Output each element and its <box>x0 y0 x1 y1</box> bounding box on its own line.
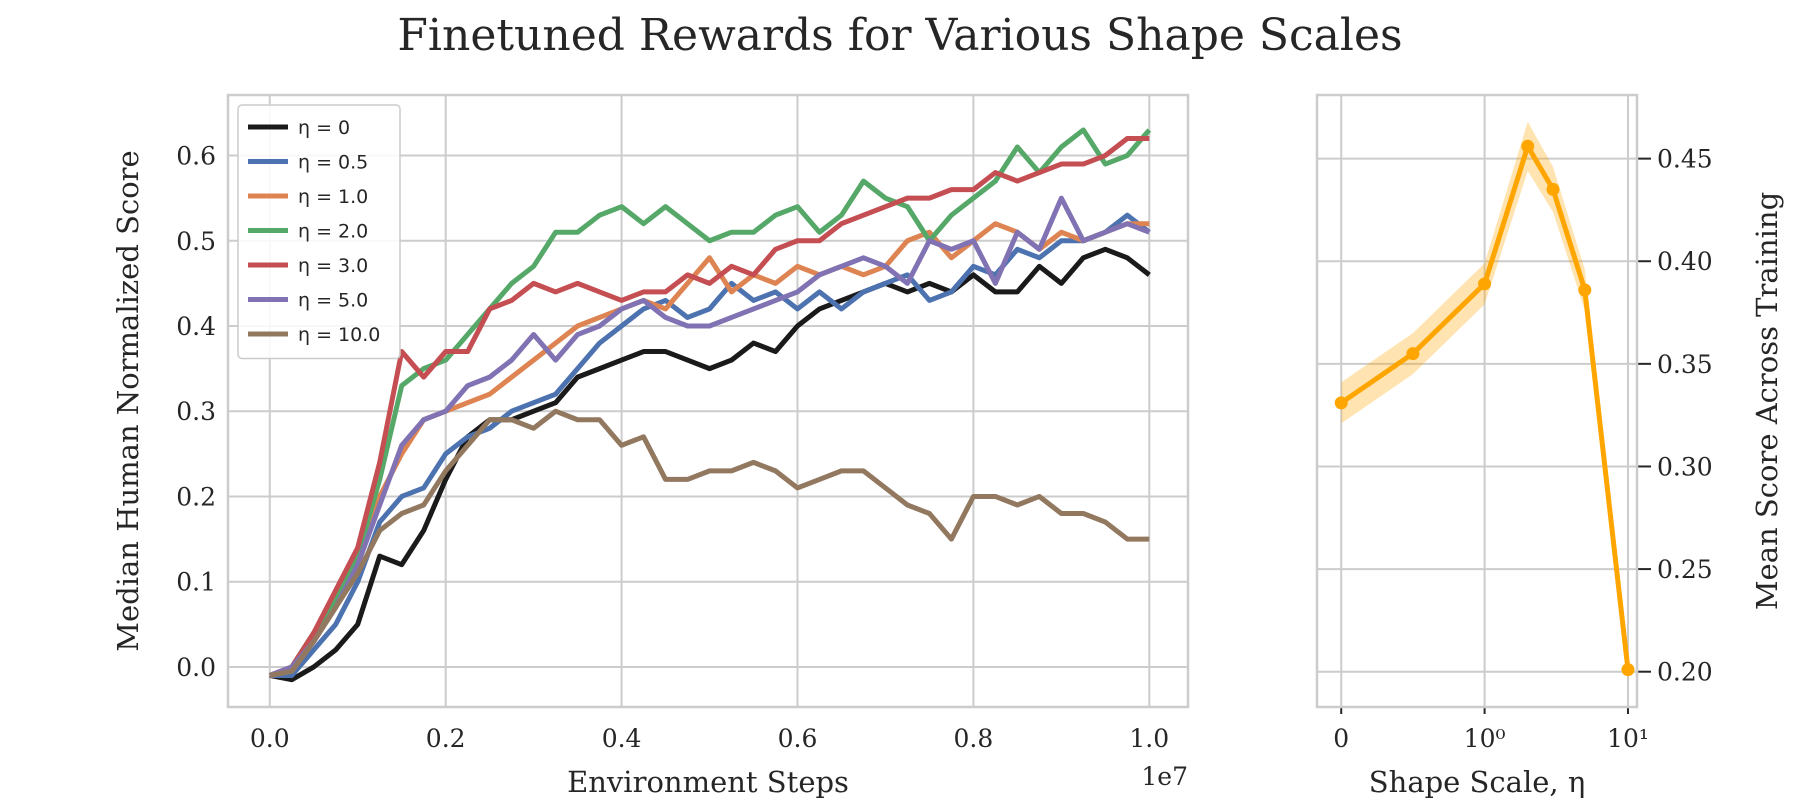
point-marker <box>1546 182 1560 196</box>
y-tick-label: 0.20 <box>1657 658 1713 687</box>
series-line <box>268 135 1150 678</box>
y-axis-label: Median Human Normalized Score <box>111 150 145 651</box>
point-marker <box>1478 277 1492 291</box>
y-tick-label: 0.0 <box>176 653 216 682</box>
legend-label: η = 0 <box>298 117 350 139</box>
y-tick-label: 0.4 <box>176 312 216 341</box>
series-line <box>268 195 1151 678</box>
x-tick-label: 0.6 <box>778 724 818 753</box>
legend-label: η = 2.0 <box>298 221 368 243</box>
x-scale-label: 1e7 <box>1141 762 1188 791</box>
point-marker <box>1521 139 1535 153</box>
series-line <box>269 408 1150 678</box>
y-tick-label: 0.35 <box>1657 350 1713 379</box>
plot-frame <box>1315 93 1639 709</box>
y-tick-label: 0.25 <box>1657 555 1713 584</box>
legend-box <box>237 104 401 360</box>
y-tick-label: 0.5 <box>176 227 216 256</box>
y-tick-label: 0.2 <box>176 482 216 511</box>
y-tick-label: 0.45 <box>1657 145 1713 174</box>
x-axis-label: Environment Steps <box>567 765 849 799</box>
y-tick-label: 0.6 <box>176 142 216 171</box>
x-tick-label: 0.4 <box>602 724 642 753</box>
legend-label: η = 3.0 <box>298 255 368 277</box>
legend-label: η = 5.0 <box>298 290 368 312</box>
point-marker <box>1406 347 1420 361</box>
x-tick-label: 0.2 <box>426 724 466 753</box>
y-tick-label: 0.30 <box>1657 452 1713 481</box>
plot-area <box>268 127 1152 683</box>
x-tick-label: 0.0 <box>250 724 290 753</box>
point-marker <box>1621 663 1635 677</box>
x-axis-label: Shape Scale, η <box>1369 765 1585 799</box>
legend-label: η = 0.5 <box>298 152 368 174</box>
series-line <box>269 246 1151 683</box>
figure-title: Finetuned Rewards for Various Shape Scal… <box>397 10 1402 61</box>
x-tick-label: 0.8 <box>954 724 994 753</box>
legend-label: η = 1.0 <box>298 186 368 208</box>
x-tick-label: 10¹ <box>1607 724 1649 753</box>
y-axis-label: Mean Score Across Training <box>1750 192 1784 610</box>
x-tick-label: 10⁰ <box>1464 724 1506 753</box>
y-tick-label: 0.1 <box>176 568 216 597</box>
point-marker <box>1334 396 1348 410</box>
plot-frame <box>226 93 1190 709</box>
series-line <box>268 127 1152 678</box>
point-marker <box>1578 283 1592 297</box>
legend-label: η = 10.0 <box>298 324 380 346</box>
x-tick-label: 1.0 <box>1129 724 1169 753</box>
x-tick-label: 0 <box>1333 724 1349 753</box>
y-tick-label: 0.3 <box>176 397 216 426</box>
y-tick-label: 0.40 <box>1657 247 1713 276</box>
